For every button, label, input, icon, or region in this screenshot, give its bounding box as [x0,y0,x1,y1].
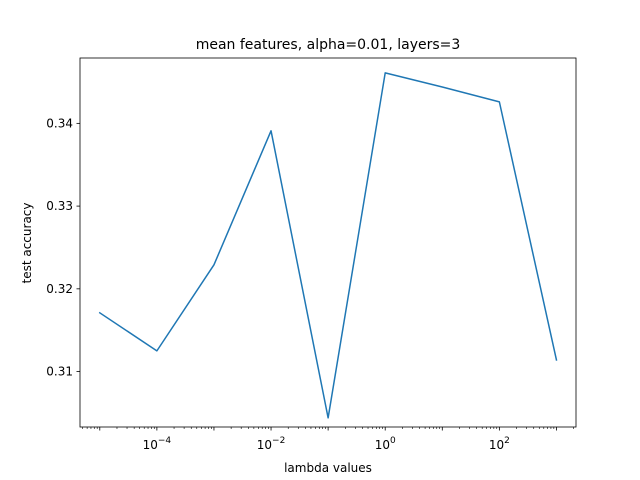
x-axis-label: lambda values [284,461,372,475]
y-tick-label: 0.33 [46,199,73,213]
y-tick-label: 0.31 [46,365,73,379]
chart-title: mean features, alpha=0.01, layers=3 [196,37,461,53]
y-axis-label: test accuracy [20,203,34,284]
x-tick-label: 10−4 [143,436,172,452]
series-line [98,72,558,419]
x-tick-label: 100 [375,436,396,452]
y-tick-label: 0.32 [46,282,73,296]
plot-area: 10−4 10−2 100 102 0.31 0.32 0.33 0.34 [46,57,577,452]
y-tick-label: 0.34 [46,116,73,130]
x-tick-label: 102 [489,436,510,452]
x-tick-label: 10−2 [257,436,286,452]
